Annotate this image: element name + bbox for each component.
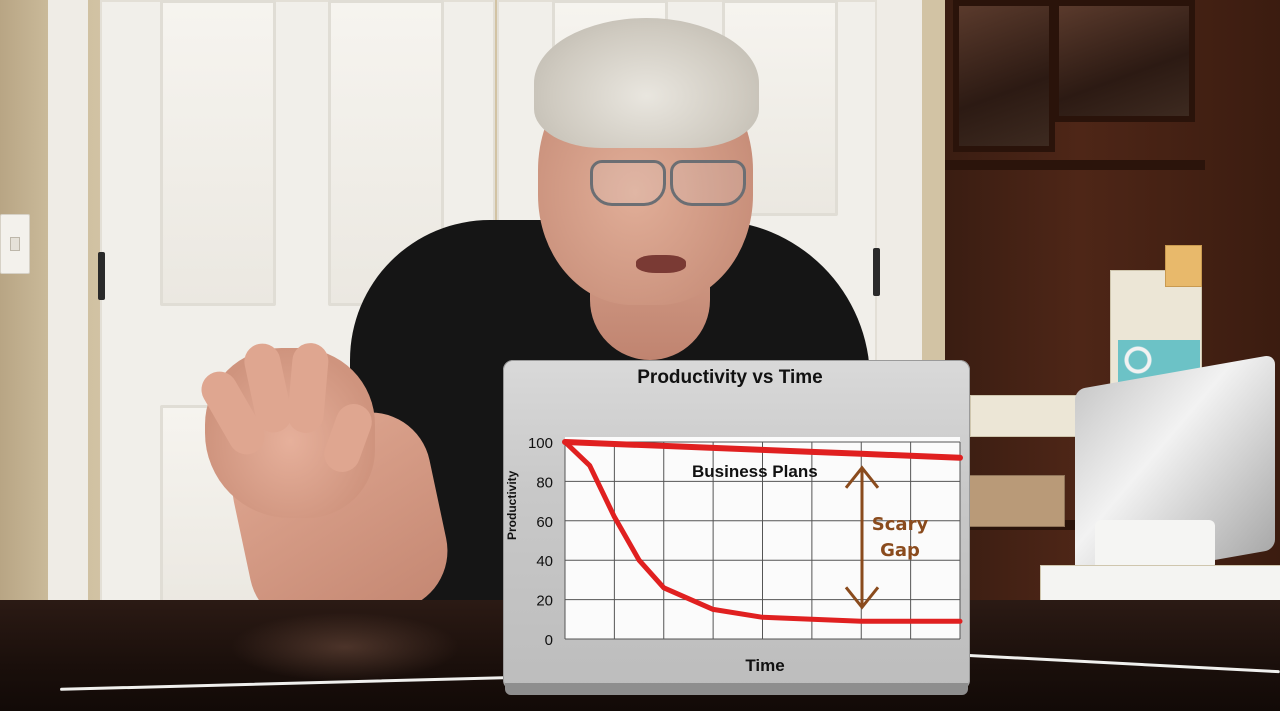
productivity-line [562,439,963,624]
glasses-icon [568,152,746,207]
folder [1165,245,1202,287]
gap-arrow-up-head [844,465,880,489]
light-switch [0,214,30,274]
scary-gap-label: Scary Gap [865,512,935,564]
y-tick-label: 60 [536,514,553,531]
business-plans-line [562,439,963,461]
chart-title: Productivity vs Time [637,367,823,388]
hinge [873,248,880,296]
mouth [636,255,686,273]
y-axis-label: Productivity [505,470,519,540]
scary-label: Scary [871,514,929,535]
y-tick-label: 0 [545,632,553,649]
gray-hair [534,18,759,148]
desk-reflection [230,612,460,682]
raised-hand [194,340,377,518]
x-axis-label: Time [745,656,785,675]
box [968,475,1065,527]
y-tick-label: 20 [536,593,553,610]
productivity-chart: 0 20 40 60 80 100 [528,435,963,649]
gap-label: Gap [880,540,920,561]
y-tick-label: 40 [536,553,553,570]
laptop-base [505,683,968,695]
business-plans-label: Business Plans [692,462,818,481]
tablet-stand [1095,520,1215,570]
y-tick-label: 100 [528,435,553,452]
y-tick-label: 80 [536,474,553,491]
door-frame-left [48,0,88,620]
gap-arrow-down-head [844,586,880,610]
hinge [98,252,105,300]
